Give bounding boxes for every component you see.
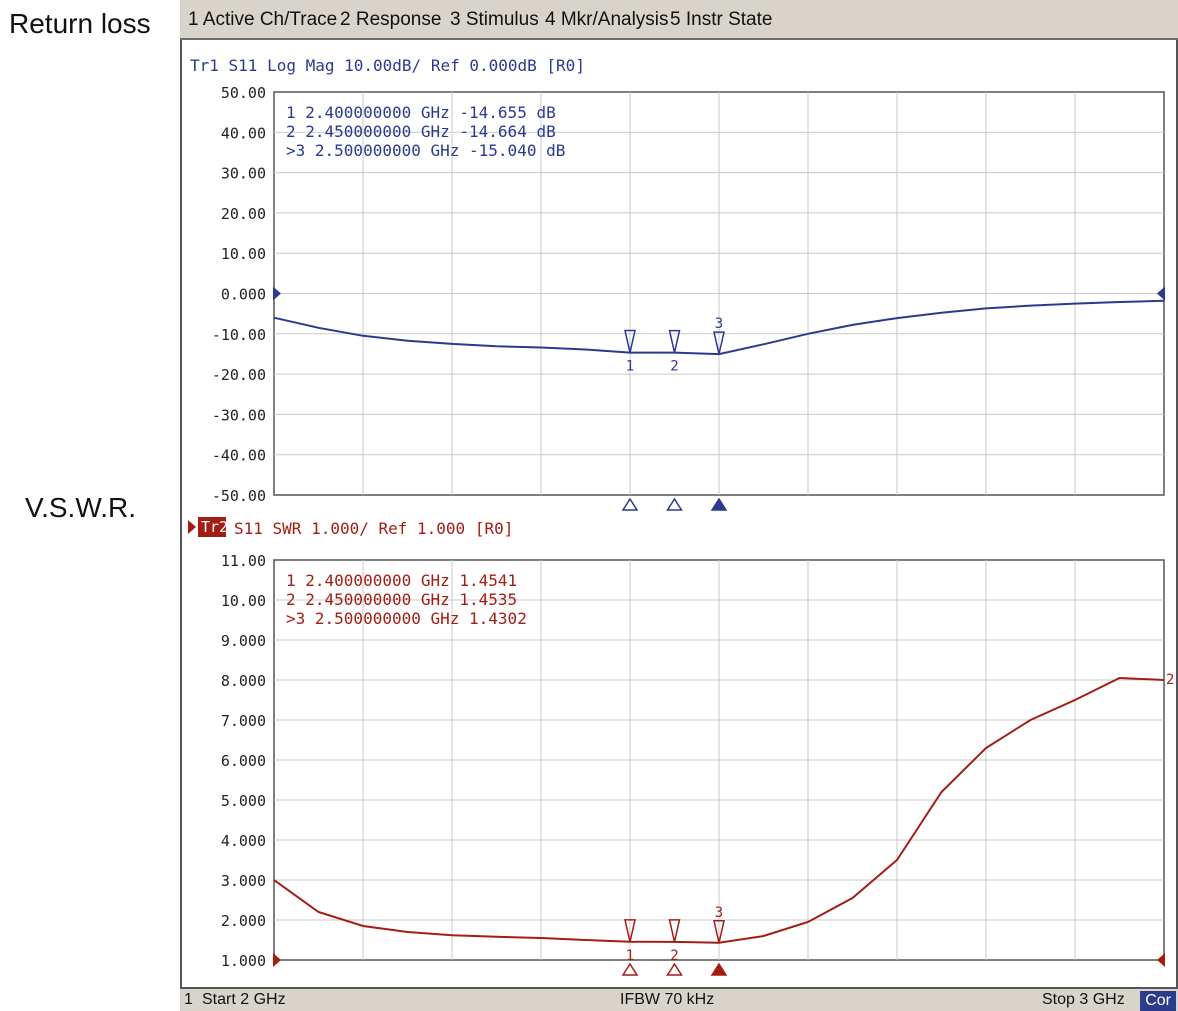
marker-label: 1 bbox=[626, 359, 634, 375]
trace-title: S11 SWR 1.000/ Ref 1.000 [R0] bbox=[234, 519, 513, 538]
marker-readout: 2 2.450000000 GHz -14.664 dB bbox=[286, 122, 556, 141]
marker-3-icon bbox=[713, 331, 725, 355]
y-tick-label: 3.000 bbox=[221, 872, 266, 890]
trace-end-label: 2 bbox=[1166, 672, 1174, 688]
y-tick-label: 40.00 bbox=[221, 124, 266, 142]
menu-mkr-analysis[interactable]: 4 Mkr/Analysis bbox=[545, 9, 669, 30]
y-tick-label: -30.00 bbox=[212, 406, 266, 424]
y-tick-label: -50.00 bbox=[212, 487, 266, 505]
marker-1-icon bbox=[624, 919, 636, 943]
trace-label: Tr2 bbox=[201, 518, 228, 536]
marker-3-icon bbox=[713, 920, 725, 943]
reference-arrow-left bbox=[273, 953, 281, 967]
marker-2-icon bbox=[668, 329, 681, 353]
y-tick-label: 9.000 bbox=[221, 632, 266, 650]
marker-readout: 1 2.400000000 GHz -14.655 dB bbox=[286, 103, 556, 122]
y-tick-label: 7.000 bbox=[221, 712, 266, 730]
reference-arrow-right bbox=[1157, 286, 1165, 301]
marker-readout: >3 2.500000000 GHz -15.040 dB bbox=[286, 141, 565, 160]
y-tick-label: 0.000 bbox=[221, 286, 266, 304]
y-tick-label: 30.00 bbox=[221, 165, 266, 183]
marker-readout: >3 2.500000000 GHz 1.4302 bbox=[286, 609, 527, 628]
menu-response[interactable]: 2 Response bbox=[340, 9, 442, 30]
correction-badge[interactable]: Cor bbox=[1140, 991, 1176, 1011]
reference-arrow-right bbox=[1157, 953, 1165, 967]
marker-3-x-indicator bbox=[710, 497, 728, 511]
marker-label: 2 bbox=[670, 948, 678, 964]
menu-stimulus[interactable]: 3 Stimulus bbox=[450, 9, 539, 30]
stop-frequency[interactable]: Stop 3 GHz bbox=[1042, 991, 1125, 1008]
trace-title: Tr1 S11 Log Mag 10.00dB/ Ref 0.000dB [R0… bbox=[190, 56, 585, 75]
menu-instr-state[interactable]: 5 Instr State bbox=[670, 9, 773, 30]
y-tick-label: 10.00 bbox=[221, 245, 266, 263]
status-bar: 1 Start 2 GHz IFBW 70 kHz Stop 3 GHz Cor bbox=[180, 987, 1178, 1011]
active-trace-arrow bbox=[188, 520, 196, 534]
y-tick-label: 2.000 bbox=[221, 912, 266, 930]
trace-label-box bbox=[198, 517, 226, 537]
menu-active-ch-trace[interactable]: 1 Active Ch/Trace bbox=[188, 9, 338, 30]
menu-bar: 1 Active Ch/Trace 2 Response 3 Stimulus … bbox=[180, 0, 1178, 40]
y-tick-label: 10.00 bbox=[221, 592, 266, 610]
ifbw-readout[interactable]: IFBW 70 kHz bbox=[620, 991, 715, 1008]
marker-1-x-indicator bbox=[621, 962, 639, 976]
y-tick-label: 4.000 bbox=[221, 832, 266, 850]
marker-1-icon bbox=[624, 329, 636, 353]
marker-readout: 1 2.400000000 GHz 1.4541 bbox=[286, 571, 517, 590]
y-tick-label: 50.00 bbox=[221, 84, 266, 102]
y-tick-label: 20.00 bbox=[221, 205, 266, 223]
y-tick-label: -40.00 bbox=[212, 447, 266, 465]
vswr-label: V.S.W.R. bbox=[25, 492, 137, 523]
marker-label: 3 bbox=[715, 316, 723, 332]
marker-2-icon bbox=[668, 919, 681, 943]
marker-label: 2 bbox=[670, 359, 678, 375]
y-tick-label: -10.00 bbox=[212, 326, 266, 344]
marker-label: 3 bbox=[715, 905, 723, 921]
plot-area: 50.00 40.00 30.00 20.00 10.00 0.000 -10.00 -20.… bbox=[188, 56, 1174, 976]
reference-arrow-left bbox=[273, 286, 281, 301]
y-tick-label: 11.00 bbox=[221, 552, 266, 570]
return-loss-label: Return loss bbox=[9, 8, 151, 39]
marker-2-x-indicator bbox=[666, 962, 683, 976]
marker-3-x-indicator bbox=[710, 962, 728, 976]
marker-2-x-indicator bbox=[666, 497, 683, 511]
y-tick-label: 6.000 bbox=[221, 752, 266, 770]
y-tick-label: 5.000 bbox=[221, 792, 266, 810]
analyzer-window: 50.00 40.00 30.00 20.00 10.00 0.000 -10.00 -20.… bbox=[180, 40, 1178, 1011]
marker-readout: 2 2.450000000 GHz 1.4535 bbox=[286, 590, 517, 609]
y-tick-label: 8.000 bbox=[221, 672, 266, 690]
channel-number: 1 bbox=[184, 991, 193, 1008]
marker-1-x-indicator bbox=[621, 497, 639, 511]
marker-label: 1 bbox=[626, 948, 634, 964]
y-tick-label: -20.00 bbox=[212, 366, 266, 384]
y-tick-label: 1.000 bbox=[221, 952, 266, 970]
start-frequency[interactable]: Start 2 GHz bbox=[202, 991, 286, 1008]
